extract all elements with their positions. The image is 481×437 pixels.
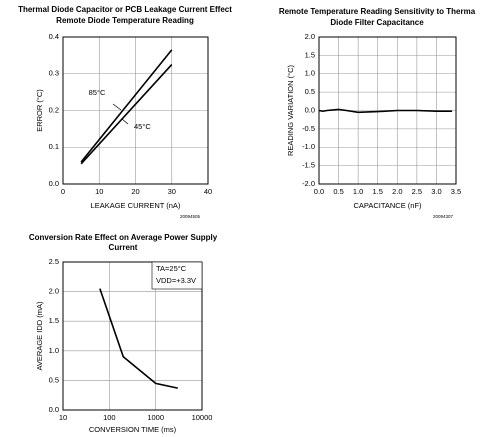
x-tick-label: 10: [59, 413, 67, 422]
y-tick-label: -1.0: [302, 142, 315, 151]
y-axis-label: ERROR (°C): [35, 89, 44, 132]
series-label: 45°C: [134, 122, 151, 131]
x-tick-label: 10: [95, 187, 103, 196]
x-axis-label: LEAKAGE CURRENT (nA): [91, 201, 181, 210]
chart-title: Remote Diode Temperature Reading: [56, 16, 194, 25]
data-line: [318, 108, 453, 114]
y-tick-label: 0.3: [49, 69, 59, 78]
label-leader: [121, 118, 129, 125]
annotation-box: [151, 261, 203, 290]
chart-title: Remote Temperature Reading Sensitivity t…: [279, 7, 476, 16]
annotation: TA=25°C: [156, 264, 187, 273]
figure-code: 20094505: [180, 214, 201, 219]
figure-code: 20094307: [433, 214, 454, 219]
x-tick-label: 0.0: [314, 187, 324, 196]
x-tick-label: 2.0: [392, 187, 402, 196]
x-tick-label: 100: [103, 413, 116, 422]
data-line: [80, 49, 173, 163]
y-tick-label: 0.4: [49, 32, 59, 41]
y-tick-label: 0.1: [49, 142, 59, 151]
y-tick-label: 0.0: [305, 105, 315, 114]
x-axis-label: CAPACITANCE (nF): [353, 201, 422, 210]
x-tick-label: 3.0: [431, 187, 441, 196]
data-line: [80, 64, 173, 165]
y-tick-label: 0.0: [49, 179, 59, 188]
x-tick-label: 30: [168, 187, 176, 196]
annotation: VDD=+3.3V: [156, 276, 196, 285]
y-tick-label: 2.0: [49, 287, 59, 296]
y-tick-label: 0.0: [49, 405, 59, 414]
y-tick-label: -1.5: [302, 161, 315, 170]
y-tick-label: 0.2: [49, 105, 59, 114]
x-tick-label: 0.5: [333, 187, 343, 196]
x-tick-label: 1.5: [372, 187, 382, 196]
y-axis-label: READING VARIATION (°C): [286, 64, 295, 156]
y-tick-label: 2.0: [305, 32, 315, 41]
x-tick-label: 3.5: [451, 187, 461, 196]
chart-title: Thermal Diode Capacitor or PCB Leakage C…: [18, 5, 232, 14]
x-tick-label: 40: [204, 187, 212, 196]
x-tick-label: 1.0: [353, 187, 363, 196]
series-label: 85°C: [89, 88, 106, 97]
y-axis-label: AVERAGE IDD (mA): [35, 301, 44, 371]
y-tick-label: 1.5: [305, 50, 315, 59]
plot-frame: [62, 36, 209, 185]
x-axis-label: CONVERSION TIME (ms): [89, 425, 177, 434]
y-tick-label: 2.5: [49, 257, 59, 266]
y-tick-label: 0.5: [49, 375, 59, 384]
y-tick-label: 0.5: [305, 87, 315, 96]
x-tick-label: 1000: [147, 413, 164, 422]
y-tick-label: 1.0: [49, 346, 59, 355]
chart-title: Diode Filter Capacitance: [330, 18, 424, 27]
y-tick-label: 1.5: [49, 316, 59, 325]
y-tick-label: -0.5: [302, 124, 315, 133]
x-tick-label: 10000: [192, 413, 213, 422]
x-tick-label: 20: [131, 187, 139, 196]
data-line: [99, 288, 178, 389]
chart-title: Conversion Rate Effect on Average Power …: [29, 233, 218, 242]
y-tick-label: 1.0: [305, 69, 315, 78]
plot-frame: [62, 261, 203, 411]
x-tick-label: 0: [61, 187, 65, 196]
chart-title: Current: [109, 243, 138, 252]
x-tick-label: 2.5: [412, 187, 422, 196]
y-tick-label: -2.0: [302, 179, 315, 188]
label-leader: [112, 103, 122, 111]
